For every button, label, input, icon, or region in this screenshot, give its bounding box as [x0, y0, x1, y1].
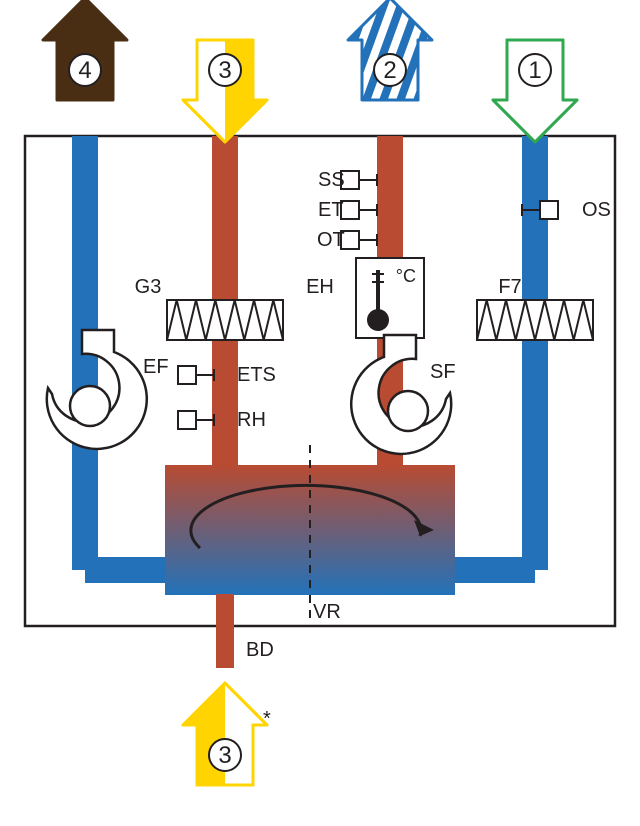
fan-ef: [47, 330, 147, 449]
sensor-ets-label: ETS: [237, 364, 276, 386]
arrow-2-number: 2: [383, 57, 396, 84]
arrow-3b-star: *: [263, 708, 271, 730]
arrow-4-number: 4: [78, 57, 91, 84]
arrow-1-number: 1: [528, 57, 541, 84]
fan-sf: [351, 335, 451, 454]
sensor-os-label: OS: [582, 199, 611, 221]
sensor-ss-label: SS: [318, 169, 345, 191]
sensor-rh-label: RH: [237, 409, 266, 431]
filter-f7-label: F7: [498, 276, 521, 298]
label-vr: VR: [313, 601, 341, 623]
arrow-3-number: 3: [218, 57, 231, 84]
arrow-3b-number: 3: [218, 742, 231, 769]
heater-unit: °C: [396, 266, 416, 286]
fan-sf-label: SF: [430, 361, 456, 383]
sensor-os: [540, 201, 558, 219]
sensor-et: [341, 201, 359, 219]
sensor-rh: [178, 411, 196, 429]
sensor-ets: [178, 366, 196, 384]
filter-g3-label: G3: [135, 276, 162, 298]
thermometer-bulb: [367, 309, 389, 331]
sensor-et-label: ET: [318, 199, 344, 221]
sensor-ot-label: OT: [317, 229, 345, 251]
label-bd: BD: [246, 639, 274, 661]
fan-ef-label: EF: [143, 356, 169, 378]
heater-label: EH: [306, 276, 334, 298]
